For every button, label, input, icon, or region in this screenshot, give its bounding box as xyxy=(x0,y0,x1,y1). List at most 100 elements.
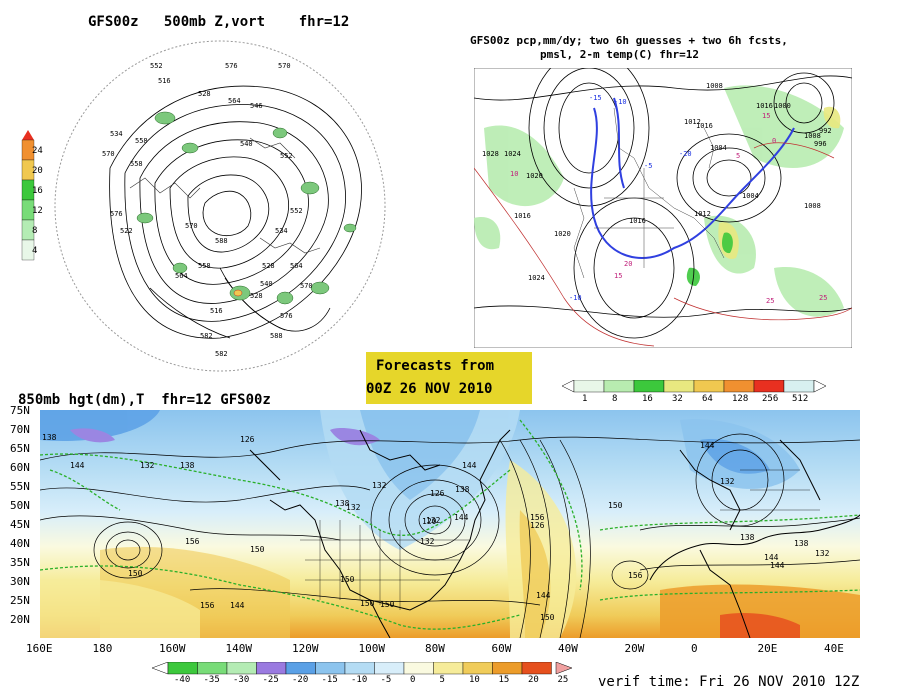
temp-colorbar-label: 5 xyxy=(439,675,445,685)
longitude-tick-label: 140W xyxy=(225,642,253,655)
height-contour-label: 132 xyxy=(720,477,735,486)
longitude-tick-label: 40W xyxy=(558,642,578,655)
pressure-contour-label: 1004 xyxy=(742,192,759,200)
height-contour-label: 150 xyxy=(540,613,555,622)
longitude-tick-label: 60W xyxy=(491,642,512,655)
pcp-colorbar-label: 32 xyxy=(672,394,683,404)
temp-colorbar-label: 15 xyxy=(498,675,510,685)
latitude-tick-label: 75N xyxy=(10,404,30,417)
temp-colorbar-cell xyxy=(256,662,287,675)
height-contour-label: 558 xyxy=(198,262,211,270)
latitude-tick-label: 20N xyxy=(10,613,30,626)
height-contour-label: 144 xyxy=(764,553,779,562)
longitude-tick-label: 160W xyxy=(159,642,186,655)
height-contour-label: 144 xyxy=(70,461,85,470)
temperature-contour-label: -15 xyxy=(589,94,602,102)
height-contour-label: 588 xyxy=(270,332,283,340)
height-contour-label: 516 xyxy=(210,307,223,315)
pressure-contour-label: 1000 xyxy=(774,102,791,110)
pressure-contour-label: 1008 xyxy=(706,82,723,90)
height-contour-label: 132 xyxy=(426,516,441,525)
forecast-init-line1: Forecasts from xyxy=(376,358,495,374)
temp-colorbar-cell xyxy=(197,662,228,675)
longitude-tick-label: 160E xyxy=(26,642,53,655)
longitude-tick-label: 20E xyxy=(757,642,778,655)
height-contour-label: 138 xyxy=(180,461,195,470)
latitude-tick-label: 40N xyxy=(10,537,30,550)
longitude-tick-label: 20W xyxy=(624,642,645,655)
height-contour-label: 150 xyxy=(608,501,623,510)
height-contour-label: 150 xyxy=(128,569,143,578)
height-contour-label: 126 xyxy=(240,435,255,444)
height-contour-label: 144 xyxy=(454,513,469,522)
height-contour-label: 582 xyxy=(215,350,228,358)
height-contour-label: 126 xyxy=(530,521,545,530)
latitude-tick-label: 55N xyxy=(10,480,30,493)
pressure-contour-label: 1008 xyxy=(804,132,821,140)
height-contour-label: 576 xyxy=(110,210,123,218)
height-contour-label: 156 xyxy=(628,571,643,580)
height-contour-label: 144 xyxy=(462,461,477,470)
temp-colorbar-label: -15 xyxy=(321,675,338,685)
vort-colorbar-label: 8 xyxy=(32,226,38,236)
pressure-contour-label: 1008 xyxy=(804,202,821,210)
height-contour-label: 570 xyxy=(278,62,291,70)
height-contour-label: 144 xyxy=(700,441,715,450)
pcp-colorbar-label: 512 xyxy=(792,394,809,404)
longitude-tick-label: 80W xyxy=(425,642,445,655)
height-contour-label: 132 xyxy=(140,461,155,470)
pressure-contour-label: 992 xyxy=(819,127,832,135)
pcp-colorbar-cell xyxy=(753,380,785,393)
latitude-tick-label: 25N xyxy=(10,594,30,607)
latitude-tick-label: 70N xyxy=(10,423,30,436)
temperature-contour-label: 25 xyxy=(819,294,827,302)
vort-colorbar xyxy=(18,130,38,264)
height-contour-label: 150 xyxy=(380,600,395,609)
height-contour-label: 546 xyxy=(250,102,263,110)
height-contour-label: 558 xyxy=(135,137,148,145)
temp-colorbar-cell xyxy=(492,662,523,675)
height-contour-label: 126 xyxy=(430,489,445,498)
verif-time: verif time: Fri 26 NOV 2010 12Z xyxy=(598,674,860,690)
temp-colorbar: -40 -35 -30 -25 -20 -15 -10 -5 0 5 10 15 20 25 xyxy=(152,662,572,688)
temp-colorbar-cell xyxy=(403,662,434,675)
forecast-init-line2: 00Z 26 NOV 2010 xyxy=(366,381,493,397)
pcp-colorbar-cell xyxy=(603,380,635,393)
longitude-tick-label: 0 xyxy=(691,642,698,655)
height-contour-label: 528 xyxy=(198,90,211,98)
temp-colorbar-label: 20 xyxy=(528,675,539,685)
temp-colorbar-label: -5 xyxy=(380,675,392,685)
pressure-contour-label: 1012 xyxy=(694,210,711,218)
pcp-colorbar-label: 256 xyxy=(762,394,779,404)
temperature-contour-label: 15 xyxy=(762,112,770,120)
temp-colorbar-label: 25 xyxy=(557,675,569,685)
temp-colorbar-cell xyxy=(462,662,493,675)
temp-colorbar-cell xyxy=(344,662,375,675)
height-contour-label: 150 xyxy=(250,545,265,554)
height-contour-label: 144 xyxy=(230,601,245,610)
height-contour-label: 156 xyxy=(200,601,215,610)
panel-850mb-title: 850mb hgt(dm),T fhr=12 GFS00z xyxy=(18,392,271,408)
temp-colorbar-label: -35 xyxy=(203,675,220,685)
height-contour-label: 132 xyxy=(420,537,435,546)
height-contour-label: 570 xyxy=(102,150,115,158)
longitude-tick-label: 40E xyxy=(824,642,844,655)
height-contour-label: 150 xyxy=(360,599,375,608)
height-contour-label: 144 xyxy=(536,591,551,600)
height-contour-label: 144 xyxy=(770,561,785,570)
pressure-contour-label: 1004 xyxy=(710,144,727,152)
pressure-contour-label: 1024 xyxy=(504,150,521,158)
height-contour-label: 132 xyxy=(372,481,387,490)
latitude-tick-label: 50N xyxy=(10,499,30,512)
vort-colorbar-label: 12 xyxy=(32,206,43,216)
height-contour-label: 570 xyxy=(185,222,198,230)
height-contour-label: 540 xyxy=(240,140,253,148)
temperature-contour-label: -20 xyxy=(679,150,692,158)
longitude-tick-label: 100W xyxy=(358,642,386,655)
temp-colorbar-cell xyxy=(226,662,257,675)
temperature-contour-label: -5 xyxy=(644,162,652,170)
vort-colorbar-label: 4 xyxy=(32,246,38,256)
height-contour-label: 156 xyxy=(530,513,545,522)
panel-pcp-title-2: pmsl, 2-m temp(C) fhr=12 xyxy=(540,48,699,61)
